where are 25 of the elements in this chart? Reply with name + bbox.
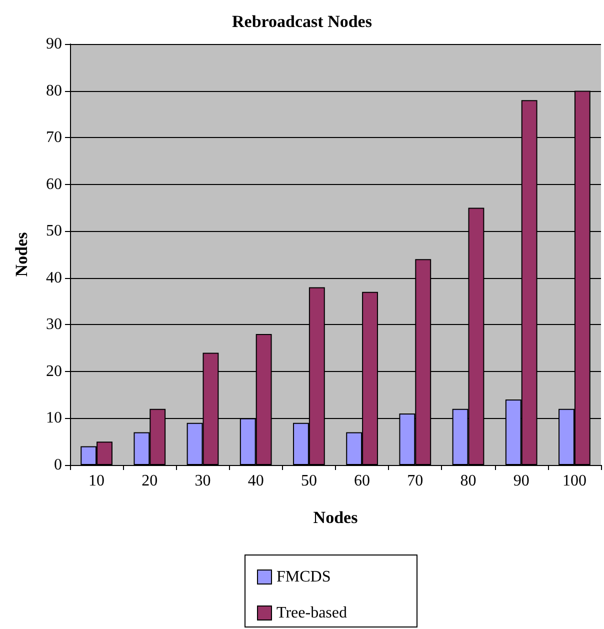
y-tick-label: 90 [46, 36, 62, 52]
y-tick-label: 20 [46, 362, 62, 380]
x-tick-label: 70 [407, 472, 424, 490]
y-tick-label: 40 [46, 269, 62, 286]
x-tick-label: 40 [248, 472, 264, 490]
y-tick-label: 10 [46, 410, 62, 427]
y-axis-title: Nodes [12, 232, 31, 277]
legend-label: Tree-based [276, 604, 347, 622]
x-tick-label: 30 [194, 472, 211, 490]
y-tick-label: 50 [46, 222, 62, 240]
legend-label: FMCDS [276, 568, 331, 586]
x-axis-title: Nodes [313, 508, 358, 527]
y-tick-label: 0 [54, 456, 62, 474]
y-tick-label: 80 [46, 82, 62, 100]
x-tick-label: 10 [88, 472, 105, 490]
x-tick-label: 20 [142, 472, 158, 490]
x-tick-label: 60 [354, 472, 370, 490]
x-tick-label: 90 [513, 472, 530, 490]
x-tick-label: 100 [562, 472, 586, 490]
y-tick-label: 70 [46, 129, 62, 146]
y-tick-label: 60 [46, 176, 62, 193]
x-tick-label: 50 [300, 472, 317, 490]
x-tick-label: 80 [460, 472, 476, 490]
chart-title: Rebroadcast Nodes [232, 12, 372, 31]
y-tick-label: 30 [46, 316, 62, 334]
